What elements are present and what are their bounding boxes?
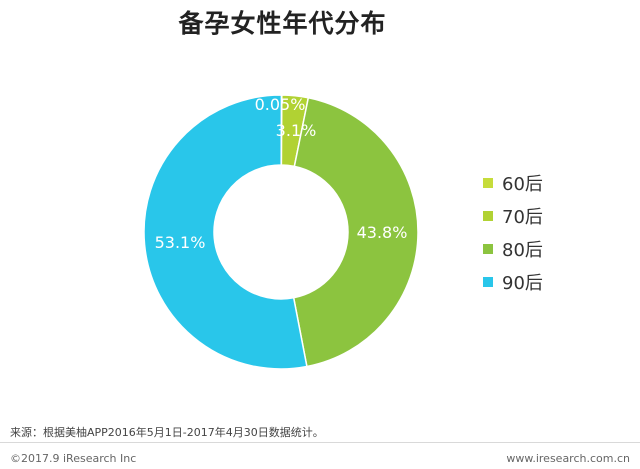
legend-item: 60后 (483, 166, 543, 199)
legend-item: 70后 (483, 199, 543, 232)
legend-swatch (483, 210, 493, 221)
donut-slice-3 (292, 96, 419, 368)
chart-title: 备孕女性年代分布 (178, 9, 387, 38)
copyright-text: ©2017.9 iResearch Inc (10, 452, 137, 465)
legend-swatch (483, 177, 493, 188)
data-label-1: 0.05% (255, 95, 306, 114)
data-label-4: 53.1% (155, 233, 206, 252)
donut-chart: 0.05% 3.1% 43.8% 53.1% (143, 94, 419, 370)
source-note: 来源：根据美柚APP2016年5月1日-2017年4月30日数据统计。 (10, 426, 324, 439)
legend-item: 80后 (483, 232, 543, 265)
legend-label: 70后 (502, 206, 543, 228)
legend-swatch (483, 243, 493, 254)
legend-swatch (483, 276, 493, 287)
legend-label: 90后 (502, 272, 543, 294)
legend-label: 60后 (502, 173, 543, 195)
data-label-2: 3.1% (276, 121, 317, 140)
legend-item: 90后 (483, 265, 543, 298)
site-url: www.iresearch.com.cn (506, 452, 630, 465)
donut-slice-4 (143, 94, 308, 370)
data-label-3: 43.8% (357, 223, 408, 242)
legend: 60后 70后 80后 90后 (483, 166, 543, 298)
legend-label: 80后 (502, 239, 543, 261)
footer-divider (0, 442, 640, 443)
